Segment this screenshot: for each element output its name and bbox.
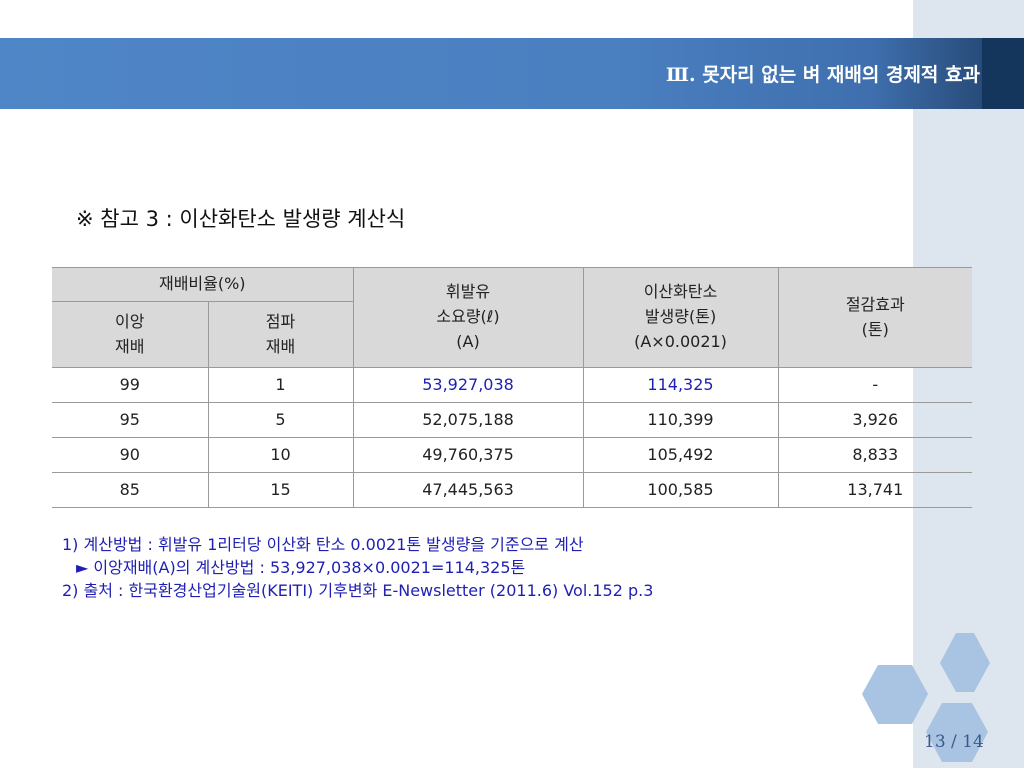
- header-direct-seeding: 점파 재배: [207, 301, 354, 368]
- cell-co2: 105,492: [582, 437, 779, 473]
- footnote-example: ► 이앙재배(A)의 계산방법 : 53,927,038×0.0021=114,…: [76, 558, 526, 577]
- cell-transplant: 99: [52, 367, 209, 403]
- header-fuel-line2: 소요량(ℓ): [436, 307, 500, 327]
- reference-heading: ※ 참고 3 : 이산화탄소 발생량 계산식: [76, 207, 406, 231]
- table-row: 85 15 47,445,563 100,585 13,741: [52, 472, 973, 508]
- header-cultivation-ratio: 재배비율(%): [52, 267, 354, 302]
- cell-saving: 8,833: [777, 437, 973, 473]
- footnote-method: 1) 계산방법 : 휘발유 1리터당 이산화 탄소 0.0021톤 발생량을 기…: [62, 535, 584, 554]
- header-dark-accent: [982, 38, 1024, 109]
- header-co2-line1: 이산화탄소: [643, 282, 718, 302]
- header-transplant-line1: 이앙: [115, 311, 145, 331]
- header-fuel-line3: (A): [456, 331, 480, 351]
- header-co2-line2: 발생량(톤): [644, 307, 717, 327]
- footnote-source: 2) 출처 : 한국환경산업기술원(KEITI) 기후변화 E-Newslett…: [62, 581, 654, 600]
- header-co2-emission: 이산화탄소 발생량(톤) (A×0.0021): [582, 267, 779, 368]
- cell-saving: 3,926: [777, 402, 973, 438]
- section-title: Ⅲ. 못자리 없는 벼 재배의 경제적 효과: [665, 64, 980, 86]
- co2-calculation-table: 재배비율(%) 휘발유 소요량(ℓ) (A) 이산화탄소 발생량(톤) (A×0…: [52, 267, 973, 508]
- header-saving-line1: 절감효과: [845, 294, 905, 314]
- header-band: [0, 38, 1024, 109]
- header-direct-line1: 점파: [265, 311, 296, 331]
- cell-co2: 100,585: [582, 472, 779, 508]
- header-saving-line2: (톤): [861, 319, 889, 339]
- hexagon-bottom: [926, 703, 988, 762]
- cell-co2: 114,325: [582, 367, 779, 403]
- hexagon-decoration: [862, 633, 990, 762]
- page-number: 13 / 14: [924, 732, 984, 752]
- header-fuel-line1: 휘발유: [445, 282, 491, 302]
- table-row: 95 5 52,075,188 110,399 3,926: [52, 402, 973, 438]
- table-row: 90 10 49,760,375 105,492 8,833: [52, 437, 973, 473]
- cell-direct: 1: [207, 367, 354, 403]
- header-transplant-line2: 재배: [115, 336, 145, 356]
- cell-saving: -: [777, 367, 973, 403]
- hexagon-left: [862, 665, 928, 724]
- header-saving-effect: 절감효과 (톤): [777, 267, 973, 368]
- hexagon-top: [940, 633, 990, 692]
- header-direct-line2: 재배: [265, 336, 296, 356]
- footnotes: 1) 계산방법 : 휘발유 1리터당 이산화 탄소 0.0021톤 발생량을 기…: [62, 533, 653, 602]
- cell-fuel: 49,760,375: [352, 437, 584, 473]
- header-transplant: 이앙 재배: [52, 301, 209, 368]
- cell-fuel: 53,927,038: [352, 367, 584, 403]
- cell-transplant: 95: [52, 402, 209, 438]
- cell-direct: 5: [207, 402, 354, 438]
- cell-direct: 10: [207, 437, 354, 473]
- table-row: 99 1 53,927,038 114,325 -: [52, 367, 973, 403]
- cell-transplant: 90: [52, 437, 209, 473]
- cell-fuel: 47,445,563: [352, 472, 584, 508]
- header-co2-line3: (A×0.0021): [634, 331, 727, 351]
- cell-co2: 110,399: [582, 402, 779, 438]
- cell-fuel: 52,075,188: [352, 402, 584, 438]
- header-fuel-consumption: 휘발유 소요량(ℓ) (A): [352, 267, 584, 368]
- cell-direct: 15: [207, 472, 354, 508]
- cell-transplant: 85: [52, 472, 209, 508]
- cell-saving: 13,741: [777, 472, 973, 508]
